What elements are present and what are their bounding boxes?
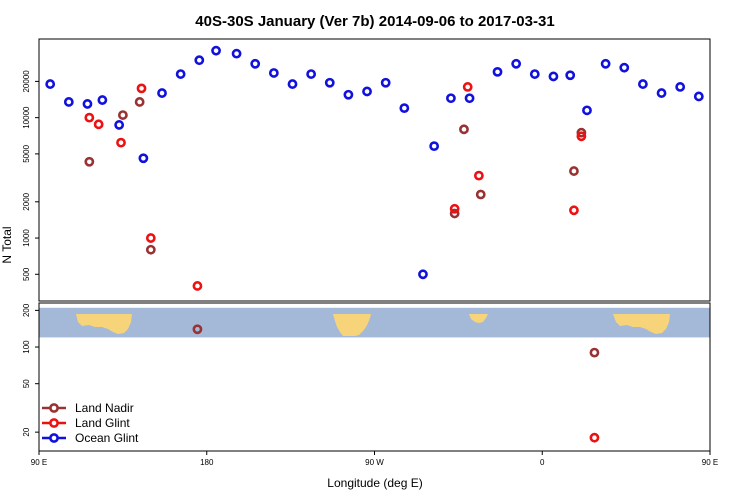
land-nadir-legend-label: Land Nadir: [75, 401, 134, 415]
x-tick-label: 90 E: [31, 458, 47, 467]
upper-panel-frame: [38, 38, 711, 302]
land-south-america: [333, 314, 371, 336]
land-nadir-point: [84, 156, 95, 167]
ocean-glint-point: [362, 86, 372, 97]
x-tick-label: 0: [540, 458, 545, 467]
ocean-glint-point: [529, 69, 540, 79]
ocean-glint-point: [675, 82, 686, 92]
lower-y-tick-label: 20: [22, 427, 31, 436]
lower-y-tick-label: 50: [22, 379, 31, 388]
upper-y-tick-label: 500: [22, 267, 31, 281]
chart-title: 40S-30S January (Ver 7b) 2014-09-06 to 2…: [195, 13, 554, 30]
lower-panel-marks: [192, 324, 600, 443]
lower-y-tick-label: 100: [22, 340, 31, 354]
upper-y-tick-label: 2000: [22, 192, 31, 210]
ocean-glint-legend-marker: [49, 433, 59, 443]
land-glint-point: [192, 281, 203, 291]
land-glint-point: [93, 119, 104, 130]
ocean-glint-point: [446, 93, 456, 104]
land-australia-west: [76, 314, 132, 334]
land-glint-point: [84, 112, 95, 123]
upper-y-tick-label: 10000: [22, 106, 31, 129]
ocean-glint-point: [287, 79, 298, 89]
land-glint-point: [569, 205, 579, 216]
ocean-glint-point: [157, 88, 167, 98]
land-southern-africa: [469, 314, 488, 323]
ocean-glint-point: [565, 70, 576, 81]
y-axis-label: N Total: [0, 226, 14, 263]
upper-y-tick-label: 1000: [22, 229, 31, 247]
land-glint-point: [116, 137, 126, 148]
land-nadir-point: [576, 127, 587, 138]
ocean-glint-point: [731, 96, 738, 103]
ocean-glint-point: [175, 69, 186, 79]
land-nadir-point: [569, 166, 579, 176]
ocean-glint-point: [399, 103, 410, 114]
land-glint-point: [589, 432, 600, 443]
lower-y-axis: 20 50 100 200: [22, 303, 39, 437]
ocean-glint-point: [306, 69, 317, 79]
land-nadir-point: [475, 189, 486, 200]
land-nadir-point: [192, 324, 203, 335]
land-nadir-point: [449, 208, 460, 219]
ocean-glint-point: [511, 58, 522, 69]
ocean-glint-point: [82, 99, 93, 109]
ocean-glint-point: [600, 58, 611, 69]
ocean-glint-point: [268, 68, 279, 78]
land-glint-point: [462, 82, 473, 92]
ocean-glint-point: [638, 79, 648, 89]
upper-y-axis: 500 1000 2000 5000 10000 20000: [22, 70, 39, 281]
upper-y-tick-label: 5000: [22, 144, 31, 162]
ocean-band: [39, 307, 710, 338]
ocean-glint-legend-label: Ocean Glint: [75, 431, 139, 445]
ocean-glint-point: [250, 58, 261, 69]
land-glint-legend-label: Land Glint: [75, 416, 130, 430]
land-glint-point: [136, 83, 147, 94]
ocean-glint-point: [712, 80, 719, 87]
land-glint-point: [473, 170, 484, 181]
ocean-glint-point: [582, 105, 592, 116]
ocean-glint-point: [194, 55, 205, 66]
ocean-glint-point: [619, 62, 630, 73]
land-glint-legend-marker: [49, 418, 59, 428]
ocean-glint-point: [45, 79, 56, 89]
land-australia-east: [613, 314, 670, 334]
land-nadir-point: [589, 347, 600, 358]
land-nadir-point: [459, 124, 469, 135]
upper-panel-marks: [45, 45, 738, 291]
x-axis-label: Longitude (deg E): [327, 476, 422, 490]
x-tick-label: 90 W: [365, 458, 384, 467]
x-tick-label: 90 E: [702, 458, 718, 467]
land-nadir-legend-marker: [49, 403, 59, 413]
lower-y-tick-label: 200: [22, 303, 31, 317]
ocean-glint-point: [211, 45, 221, 56]
world-map-strip: [39, 307, 710, 338]
ocean-glint-point: [429, 141, 440, 152]
ocean-glint-point: [492, 66, 503, 77]
land-glint-point: [576, 131, 587, 142]
ocean-glint-point: [418, 269, 428, 280]
ocean-glint-point: [97, 95, 108, 105]
ocean-glint-point: [138, 153, 149, 164]
ocean-glint-point: [231, 48, 242, 59]
land-nadir-point: [145, 244, 156, 255]
ocean-glint-point: [656, 88, 667, 98]
land-glint-point: [145, 233, 156, 243]
land-nadir-point: [117, 110, 128, 120]
x-tick-label: 180: [200, 458, 214, 467]
ocean-glint-point: [63, 97, 74, 107]
upper-y-tick-label: 20000: [22, 70, 31, 93]
ocean-glint-point: [464, 93, 475, 104]
land-glint-point: [449, 203, 460, 214]
ocean-glint-point: [114, 120, 125, 130]
land-nadir-point: [134, 97, 145, 107]
ocean-glint-point: [693, 91, 704, 102]
ocean-glint-point: [380, 77, 391, 88]
ocean-glint-point: [324, 77, 335, 88]
ocean-glint-point: [343, 89, 354, 100]
ocean-glint-point: [548, 71, 559, 82]
